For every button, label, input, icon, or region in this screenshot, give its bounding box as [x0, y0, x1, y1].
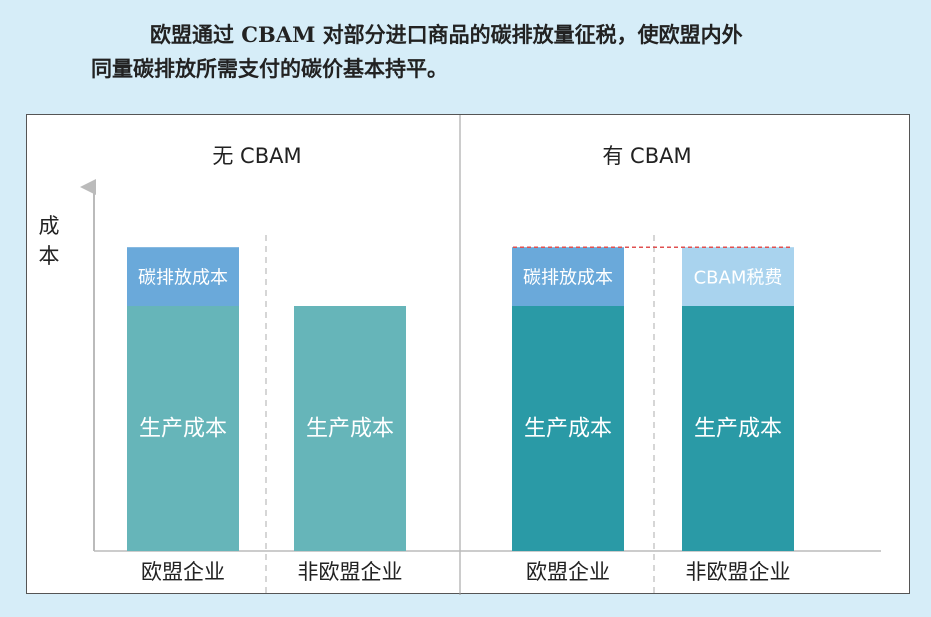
bar-segment-cbam-tax [682, 247, 794, 306]
panel-title-no-cbam: 无 CBAM [212, 144, 301, 168]
category-label: 欧盟企业 [526, 560, 610, 584]
bar-segment-carbon-cost [127, 247, 239, 306]
bar-segment-production-cost [512, 306, 624, 551]
segment-label-production-cost: 生产成本 [139, 417, 227, 442]
bar-segment-production-cost [682, 306, 794, 551]
bar-segment-production-cost [127, 306, 239, 551]
bar-segment-carbon-cost [512, 247, 624, 306]
category-label: 欧盟企业 [141, 560, 225, 584]
segment-label-cbam-tax: CBAM税费 [694, 268, 783, 289]
caption-line-2: 同量碳排放所需支付的碳价基本持平。 [91, 56, 448, 81]
segment-label-carbon-cost: 碳排放成本 [138, 268, 228, 289]
chart-panel: 无 CBAM 有 CBAM 成本 生产成本 碳排放成本 生产成本 生产成本 碳排放成本生… [26, 114, 910, 595]
y-axis-label: 成本 [39, 214, 60, 268]
segment-label-production-cost: 生产成本 [306, 417, 394, 442]
segment-label-production-cost: 生产成本 [524, 417, 612, 442]
caption-line-1: 欧盟通过 CBAM 对部分进口商品的碳排放量征税，使欧盟内外 [150, 22, 743, 47]
panel-title-with-cbam: 有 CBAM [602, 144, 691, 168]
y-axis-label-char: 成 [39, 214, 60, 238]
category-label: 非欧盟企业 [298, 560, 403, 584]
segment-label-carbon-cost: 碳排放成本 [523, 268, 613, 289]
category-label: 非欧盟企业 [686, 560, 791, 584]
bar-segment-production-cost [294, 306, 406, 551]
segment-label-production-cost: 生产成本 [694, 417, 782, 442]
y-axis-label-char: 本 [39, 244, 60, 268]
category-labels: 欧盟企业 非欧盟企业 欧盟企业 非欧盟企业 [141, 560, 791, 584]
